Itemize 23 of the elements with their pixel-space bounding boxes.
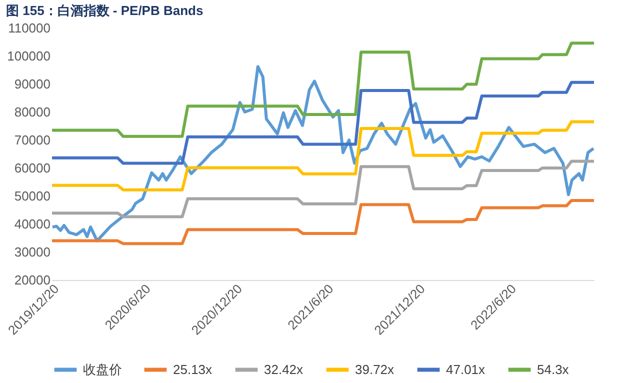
y-tick-label: 100000 bbox=[7, 48, 50, 64]
y-tick-label: 70000 bbox=[14, 132, 50, 148]
y-tick-label: 60000 bbox=[14, 160, 50, 176]
y-tick-label: 50000 bbox=[14, 188, 50, 204]
line-series bbox=[50, 198, 596, 246]
line-series bbox=[50, 80, 596, 165]
line-series bbox=[50, 42, 596, 138]
chart-title: 图 155：白酒指数 - PE/PB Bands bbox=[6, 3, 204, 18]
y-tick-label: 40000 bbox=[14, 216, 50, 232]
legend-label: 47.01x bbox=[446, 362, 486, 377]
legend-label: 32.42x bbox=[264, 362, 304, 377]
y-tick-label: 80000 bbox=[14, 104, 50, 120]
legend-label: 39.72x bbox=[355, 362, 395, 377]
legend-label: 收盘价 bbox=[83, 362, 122, 377]
y-tick-label: 20000 bbox=[14, 272, 50, 288]
y-tick-label: 110000 bbox=[8, 20, 50, 36]
line-series bbox=[50, 120, 596, 192]
line-series bbox=[51, 65, 595, 242]
y-tick-label: 30000 bbox=[14, 244, 50, 260]
line-series bbox=[50, 160, 596, 218]
legend-label: 25.13x bbox=[173, 362, 213, 377]
legend-label: 54.3x bbox=[537, 362, 570, 377]
y-tick-label: 90000 bbox=[14, 76, 50, 92]
